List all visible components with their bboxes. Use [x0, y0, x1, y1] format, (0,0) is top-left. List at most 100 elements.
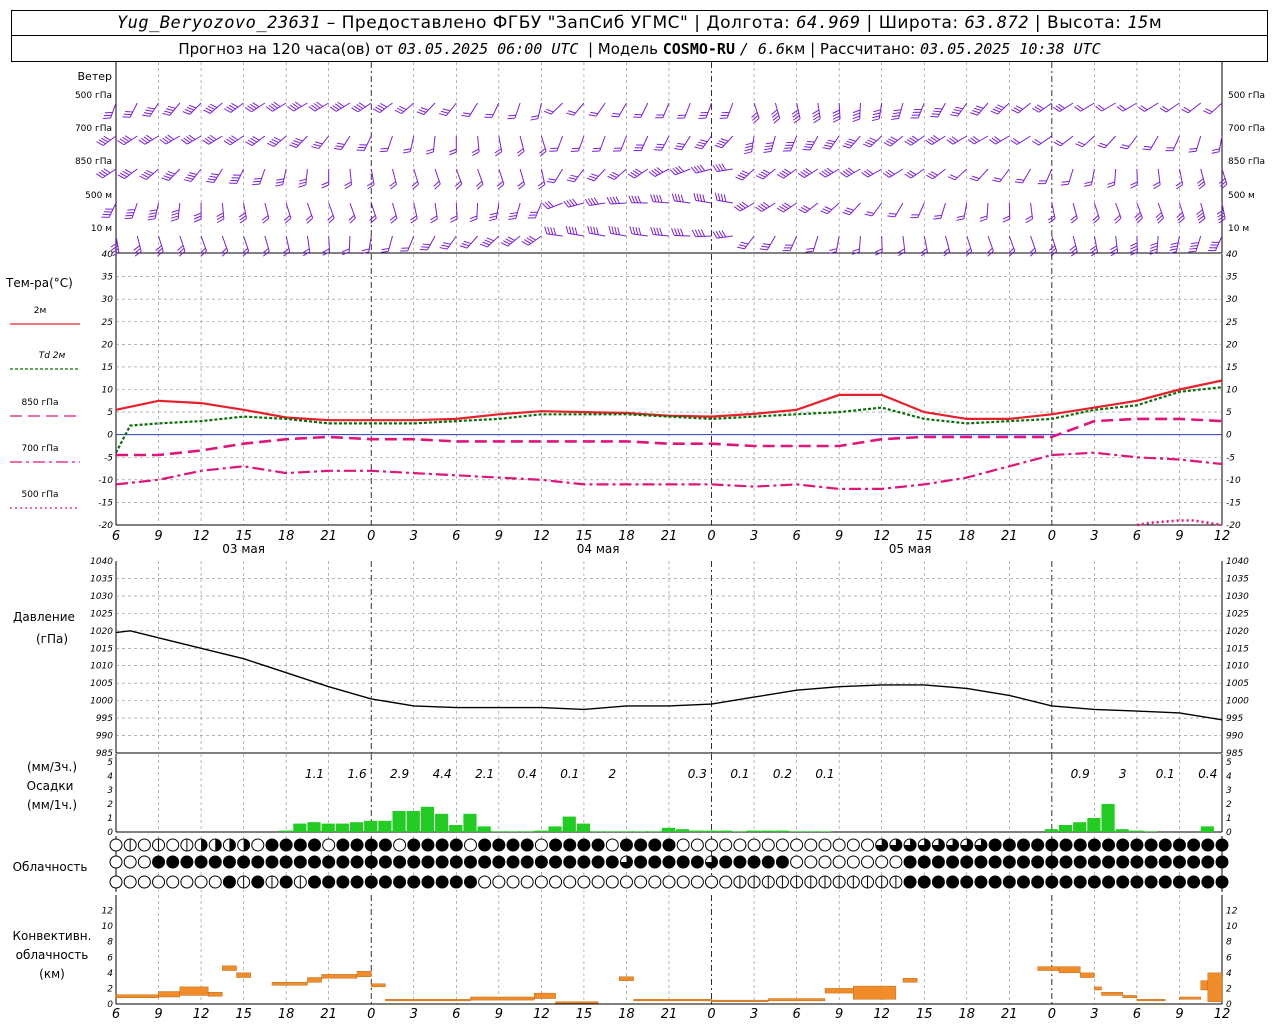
conv-ytick-right: 4 [1226, 969, 1232, 979]
cloud-symbol [1187, 838, 1201, 852]
conv-ytick-left: 4 [107, 969, 113, 979]
wind-barb-flag [1183, 106, 1191, 112]
wind-barb-flag [1107, 181, 1115, 185]
wind-barb-flag [634, 195, 639, 204]
conv-xtick: 12 [533, 1007, 550, 1022]
wind-barb [812, 102, 821, 124]
wind-barb-flag [568, 226, 572, 235]
cloud-symbol [421, 855, 435, 869]
wind-barb-flag [744, 148, 753, 152]
wind-barb [1047, 202, 1056, 224]
cloud-symbol [676, 838, 690, 852]
wind-barb-flag [166, 108, 174, 112]
cloud-symbol [903, 855, 917, 869]
wind-barb-flag [549, 150, 557, 152]
wind-barb-flag [292, 103, 300, 109]
wind-barb [369, 202, 377, 224]
precip-ytick-left: 5 [107, 758, 113, 768]
wind-barb-shaft [370, 202, 377, 219]
wind-barb-flag [1075, 143, 1083, 148]
cloud-symbol-fill [280, 856, 293, 868]
wind-barb-shaft [514, 102, 521, 119]
conv-segment [853, 985, 897, 1000]
wind-barb-flag [629, 226, 633, 234]
cloud-symbol [875, 855, 889, 869]
wind-barb [122, 102, 138, 118]
wind-barb-flag [1216, 209, 1224, 215]
wind-barb-flag [226, 106, 234, 112]
conv-xtick: 6 [112, 1007, 120, 1022]
wind-barb-flag [410, 215, 417, 221]
cloud-symbol-ring [705, 875, 719, 889]
wind-barb-flag [745, 142, 754, 146]
conv-xtick: 9 [1175, 1007, 1183, 1022]
cloud-symbol [563, 855, 577, 869]
conv-segment [1179, 996, 1201, 1000]
wind-barb [220, 235, 229, 257]
wind-barb-flag [126, 211, 135, 214]
wind-barb-flag [887, 215, 895, 218]
wind-barb-flag [1129, 242, 1138, 247]
precip-bar [364, 820, 378, 832]
conv-segment [1122, 995, 1138, 998]
wind-barb [133, 235, 142, 257]
wind-barb-flag [527, 217, 536, 219]
wind-barb-shaft [285, 202, 292, 219]
cloud-symbol-ring [846, 838, 860, 852]
cloud-symbol [237, 875, 251, 889]
cloud-symbol-ring [775, 838, 789, 852]
wind-barb-flag [991, 137, 999, 143]
wind-barb [366, 168, 375, 190]
wind-barb [842, 135, 861, 149]
cloud-symbol-ring [619, 875, 633, 889]
cloud-symbol [974, 855, 988, 869]
wind-barb [763, 135, 776, 153]
wind-barb [110, 235, 120, 257]
precip-ytick-right: 4 [1226, 772, 1232, 782]
wind-barb-flag [1048, 218, 1056, 224]
cloud-symbol-ring [719, 838, 733, 852]
wind-barb-flag [693, 192, 697, 201]
day-label: 03 мая [222, 542, 265, 556]
cloud-symbol [520, 875, 534, 889]
cloud-symbol [293, 855, 307, 869]
wind-barb-flag [503, 240, 511, 245]
wind-barb [864, 202, 883, 217]
wind-barb-flag [697, 229, 702, 237]
cloud-symbol-fill [1187, 856, 1200, 868]
wind-barb-flag [872, 115, 880, 119]
cloud-symbol [208, 875, 222, 889]
cloud-symbol [648, 875, 662, 889]
wind-barb [1092, 202, 1100, 224]
wind-barb [587, 225, 606, 237]
wind-barb-shaft [434, 168, 441, 185]
wind-barb-flag [792, 112, 800, 118]
precip-3h-label: 1.6 [348, 767, 367, 781]
wind-barb-flag [389, 215, 397, 221]
wind-barb-flag [653, 149, 662, 151]
cloud-symbol [222, 875, 236, 889]
wind-barb-flag [950, 114, 958, 117]
wind-barb-flag [1157, 217, 1164, 224]
wind-barb-flag [759, 248, 768, 251]
temp-ytick-left: -5 [104, 453, 113, 463]
wind-level-label: 500 м [85, 191, 112, 201]
wind-barb-flag [852, 112, 861, 117]
cloud-symbol [123, 875, 137, 889]
wind-barb [1207, 235, 1223, 252]
wind-barb-flag [897, 248, 905, 254]
conv-xtick: 18 [278, 1007, 295, 1022]
wind-barb-flag [1095, 106, 1103, 112]
cloud-symbol-ring [322, 838, 336, 852]
wind-barb-shaft [789, 235, 798, 251]
cloud-symbol-ring [166, 875, 180, 889]
wind-barb-flag [972, 110, 980, 114]
wind-barb-flag [755, 175, 764, 180]
wind-barb [410, 202, 418, 224]
wind-barb-flag [893, 109, 902, 112]
wind-barb-flag [762, 243, 771, 246]
wind-barb-shaft [336, 102, 351, 112]
cloud-symbol-half [215, 839, 222, 851]
wind-barb-flag [1011, 109, 1019, 114]
cloud-symbol [251, 855, 265, 869]
